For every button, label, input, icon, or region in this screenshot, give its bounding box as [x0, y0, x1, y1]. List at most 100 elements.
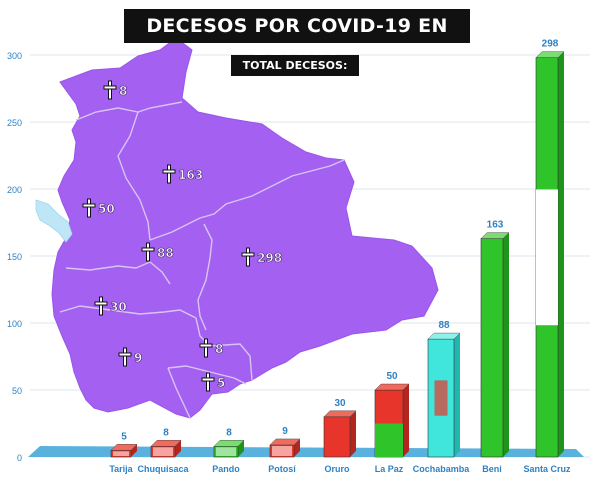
y-tick-label: 200 — [7, 185, 22, 195]
bar-side — [503, 232, 509, 457]
bar-front — [480, 238, 504, 458]
x-axis-labels: Tarija Chuquisaca Pando Potosí Oruro La Paz Co… — [109, 464, 571, 474]
border-potosi-chuquisaca — [195, 317, 253, 381]
y-axis-ticks: 0 50 100 150 200 250 300 — [7, 51, 22, 463]
bars-layer — [110, 51, 565, 458]
bar-value-label: 5 — [121, 431, 127, 442]
map-value-label: 50 — [98, 202, 115, 216]
cross-icon — [118, 347, 132, 367]
map-label-potos: 9 — [118, 347, 143, 367]
border-lapaz-oruro — [65, 261, 171, 285]
map-value-label: 8 — [119, 84, 127, 98]
map-value-label: 88 — [157, 246, 174, 260]
bar-value-label: 163 — [487, 220, 504, 231]
x-tick-label: La Paz — [375, 464, 404, 474]
bar-band — [272, 445, 292, 456]
map-value-label: 9 — [134, 351, 142, 365]
map-value-label: 8 — [215, 342, 223, 356]
x-tick-label: Potosí — [268, 464, 296, 474]
chart-title: DECESOS POR COVID-19 EN BOLIVIA — [124, 9, 470, 71]
x-tick-label: Beni — [482, 464, 502, 474]
bar-band — [153, 447, 173, 456]
cross-icon — [241, 247, 255, 267]
map-label-oruro: 30 — [94, 296, 127, 316]
bar-value-label: 298 — [542, 39, 559, 50]
bar-oruro — [323, 410, 357, 458]
cross-icon — [94, 296, 108, 316]
bar-band — [113, 451, 129, 456]
bar-side — [238, 440, 244, 457]
y-tick-label: 250 — [7, 118, 22, 128]
cross-icon — [103, 80, 117, 100]
map-label-lapaz: 50 — [82, 198, 115, 218]
department-borders — [59, 101, 345, 419]
map-value-label: 163 — [178, 168, 203, 182]
bar-top — [323, 410, 357, 417]
map-value-label: 298 — [257, 251, 282, 265]
bolivia-map — [35, 37, 439, 419]
border-chuquisaca-tarija — [167, 365, 247, 385]
bar-side — [454, 333, 460, 457]
border-pando-beni — [75, 101, 183, 121]
bar-top — [150, 440, 182, 447]
map-label-pando: 8 — [103, 80, 128, 100]
map-label-tarija: 5 — [201, 372, 226, 392]
bar-top — [535, 51, 565, 58]
bar-santacruz — [535, 51, 565, 458]
map-value-label: 30 — [110, 300, 127, 314]
bar-chuquisaca — [150, 440, 182, 458]
bar-top — [480, 232, 510, 239]
y-tick-label: 100 — [7, 319, 22, 329]
bar-value-label: 8 — [163, 427, 169, 438]
bar-top — [269, 438, 301, 446]
bar-lapaz — [374, 383, 410, 458]
border-beni-santacruz — [149, 159, 345, 241]
bar-value-label: 8 — [226, 427, 232, 438]
bar-side — [558, 51, 564, 458]
bar-value-label: 88 — [438, 320, 450, 331]
y-tick-label: 300 — [7, 51, 22, 61]
map-label-beni: 163 — [162, 164, 203, 184]
map-label-cochabamba: 88 — [141, 242, 174, 262]
border-potosi-tarija — [167, 367, 191, 419]
bar-top — [374, 383, 410, 391]
bar-band — [375, 423, 403, 457]
bar-side — [175, 440, 181, 457]
bar-emblem — [434, 380, 448, 416]
lake-titicaca — [35, 199, 73, 243]
x-tick-label: Santa Cruz — [523, 464, 571, 474]
bar-potos — [269, 438, 301, 458]
map-value-label: 5 — [217, 376, 225, 390]
x-tick-label: Chuquisaca — [137, 464, 189, 474]
bar-side — [350, 410, 356, 457]
bar-top — [427, 332, 461, 340]
bar-beni — [480, 232, 510, 458]
bar-top — [213, 440, 245, 447]
y-tick-label: 150 — [7, 252, 22, 262]
cross-icon — [199, 338, 213, 358]
cross-icon — [201, 372, 215, 392]
bar-band — [536, 189, 558, 326]
bar-band — [216, 447, 236, 456]
bar-side — [403, 384, 409, 457]
x-tick-label: Tarija — [109, 464, 133, 474]
bar-cochabamba — [427, 332, 461, 458]
cross-icon — [141, 242, 155, 262]
border-oruro-potosi — [59, 305, 197, 319]
total-deaths-value: 659 — [283, 80, 307, 93]
x-tick-label: Cochabamba — [413, 464, 471, 474]
map-label-santacruz: 298 — [241, 247, 282, 267]
bar-front — [323, 416, 351, 458]
x-tick-label: Pando — [212, 464, 240, 474]
bar-value-label: 9 — [282, 426, 288, 437]
bar-value-label: 30 — [334, 398, 346, 409]
cross-icon — [82, 198, 96, 218]
cross-icon — [162, 164, 176, 184]
map-labels: 8 163 50 88 298 30 9 8 5 — [82, 80, 282, 392]
bar-top — [110, 444, 138, 451]
total-deaths-box: TOTAL DECESOS: 659 — [231, 55, 359, 93]
border-lapaz-beni — [117, 111, 151, 241]
map-label-chuquisaca: 8 — [199, 338, 224, 358]
